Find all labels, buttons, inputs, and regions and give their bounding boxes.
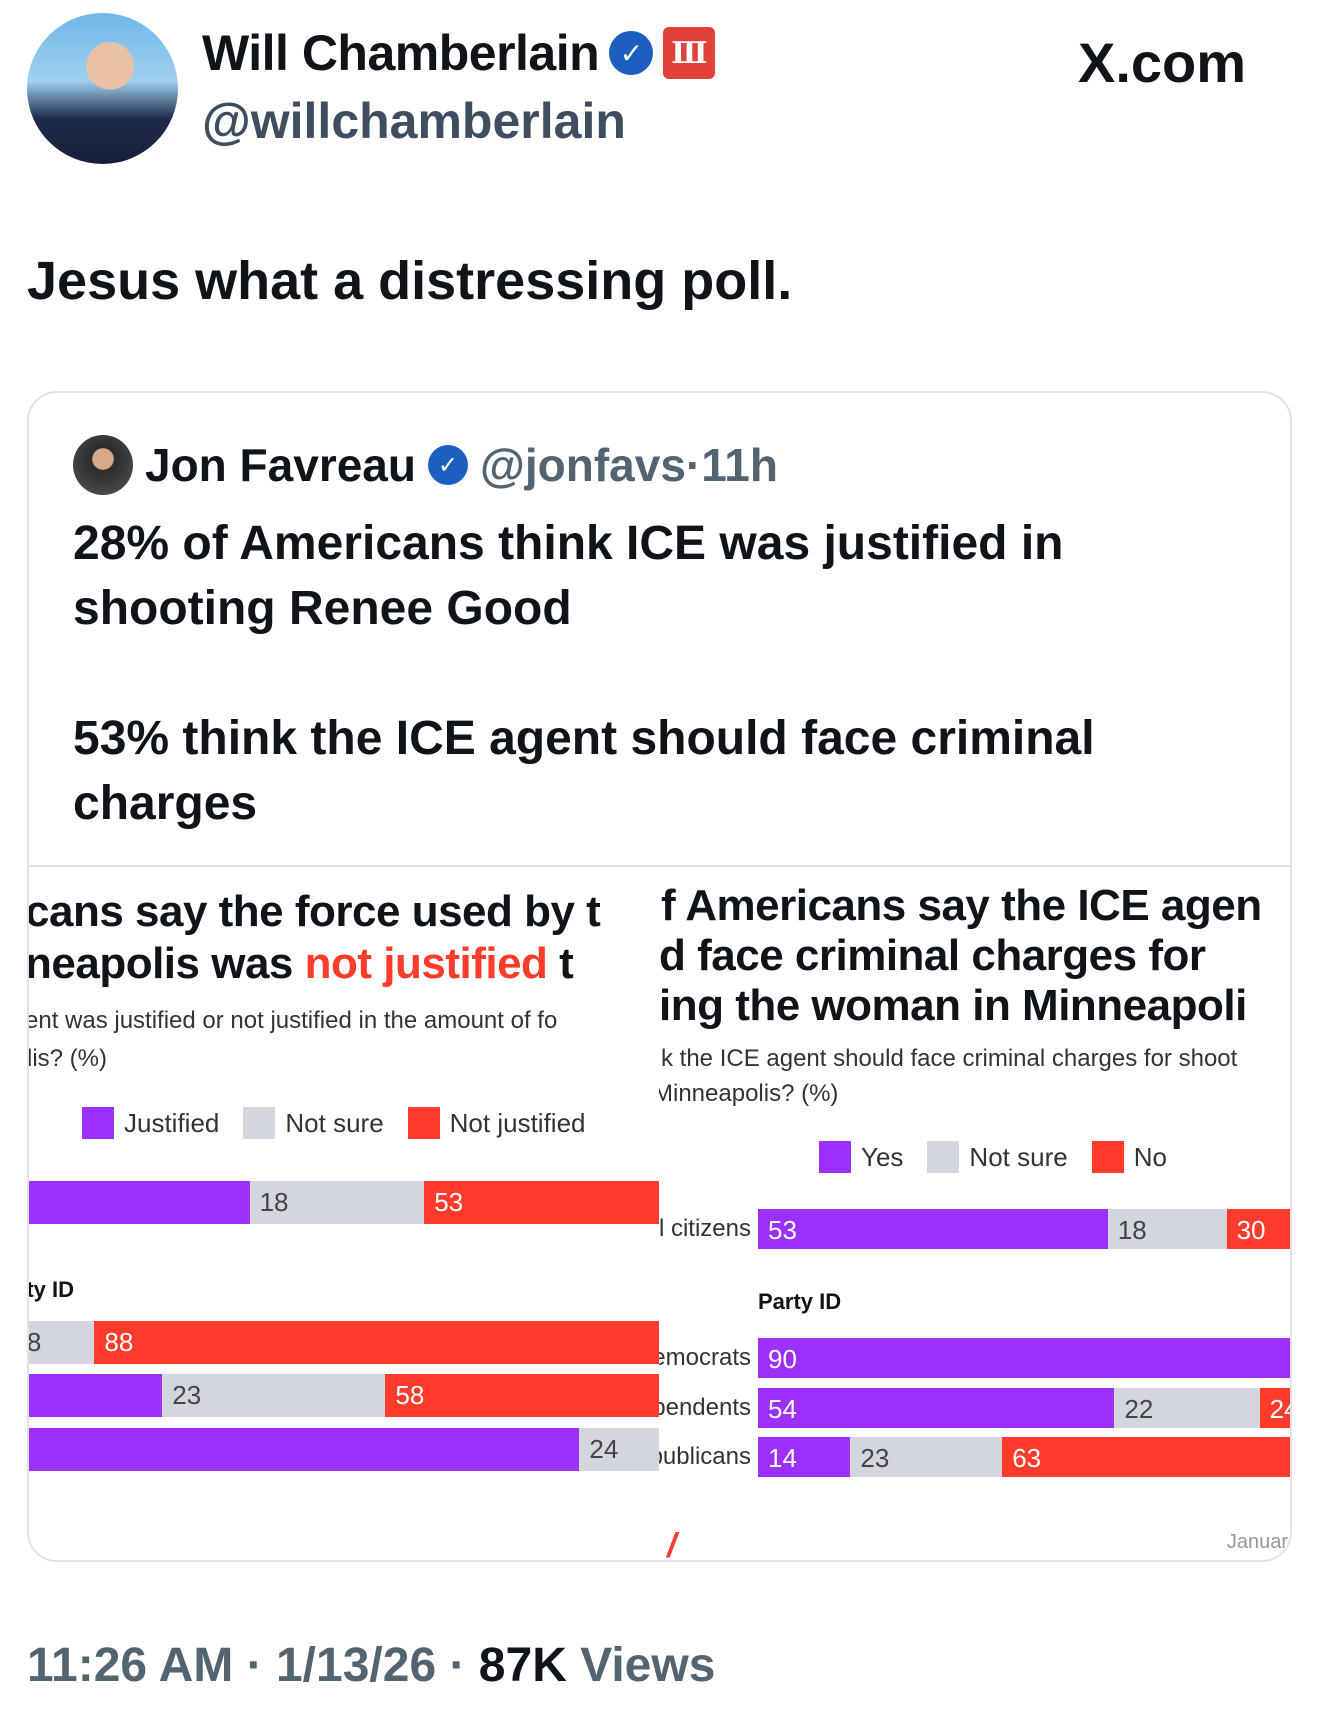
chart-criminal-charges: f Americans say the ICE agen d face crim… xyxy=(659,867,1290,1562)
bar-segment-yes: 53 xyxy=(758,1209,1108,1249)
bar-segment-not-justified: 53 xyxy=(424,1181,659,1224)
legend-label: Not justified xyxy=(449,1107,586,1138)
bar-value-label: 22 xyxy=(1124,1394,1154,1424)
author-avatar[interactable] xyxy=(27,13,178,164)
chart-subtitle: ent was justified or not justified in th… xyxy=(29,1007,558,1034)
chart-subtitle: k the ICE agent should face criminal cha… xyxy=(661,1045,1238,1072)
quoted-tweet-text: 28% of Americans think ICE was justified… xyxy=(73,511,1253,836)
tweet-meta: 11:26 AM · 1/13/26 · 87K Views xyxy=(27,1639,716,1692)
bar-segment-not-justified: 58 xyxy=(385,1374,659,1417)
bar-segment-not-justified: 88 xyxy=(94,1321,659,1364)
bar-value-label: 54 xyxy=(768,1394,797,1424)
chart-title: ing the woman in Minneapoli xyxy=(659,981,1247,1030)
tweet-text: Jesus what a distressing poll. xyxy=(27,251,793,311)
legend: Justified Not sure Not justified xyxy=(82,1107,586,1139)
quoted-author-avatar[interactable] xyxy=(73,435,133,495)
bar-segment-justified: 28 xyxy=(29,1181,250,1224)
bar-segment-yes: 14 xyxy=(758,1437,851,1477)
bar-value-label: 63 xyxy=(1012,1443,1042,1473)
bar-value-label: 90 xyxy=(768,1344,797,1374)
bar-segment-not-sure: 24 xyxy=(579,1428,659,1471)
bar-value-label: 58 xyxy=(395,1380,425,1410)
bar-value-label: 23 xyxy=(860,1443,890,1473)
author-handle[interactable]: @willchamberlain xyxy=(202,93,626,149)
bar-value-label: 18 xyxy=(259,1187,289,1217)
chart-date: Januar xyxy=(1226,1531,1288,1553)
bar-segment-justified: 62 xyxy=(29,1428,580,1471)
bar-segment-justified: 19 xyxy=(29,1374,163,1417)
chart-subtitle: lis? (%) xyxy=(29,1045,108,1072)
legend-swatch xyxy=(407,1107,440,1139)
bar-value-label: 8 xyxy=(29,1327,41,1358)
legend-label: Not sure xyxy=(285,1107,384,1138)
legend-swatch xyxy=(1091,1141,1124,1173)
bar-value-label: 30 xyxy=(1236,1215,1266,1245)
bar-value-label: 14 xyxy=(768,1443,797,1473)
quoted-author-name[interactable]: Jon Favreau xyxy=(145,439,416,491)
quoted-line: 53% think the ICE agent should face crim… xyxy=(73,712,1095,830)
legend-label: Justified xyxy=(124,1107,220,1138)
views-count: 87K xyxy=(478,1639,567,1692)
bar-segment-not-sure: 22 xyxy=(1114,1388,1260,1428)
chart-title: neapolis was not justified t xyxy=(29,939,574,988)
party-id-label: Party ID xyxy=(758,1289,842,1314)
row-label: Democrats xyxy=(659,1344,751,1371)
quoted-tweet-header: Jon Favreau ✓ @jonfavs·11h xyxy=(73,435,778,495)
bar-value-label: 23 xyxy=(172,1380,202,1410)
legend-swatch xyxy=(82,1107,114,1139)
quoted-line: 28% of Americans think ICE was justified… xyxy=(73,517,1064,635)
bar-segment-not-sure: 23 xyxy=(850,1437,1003,1477)
bar-segment-not-sure: 23 xyxy=(162,1374,386,1417)
poll-chart-images[interactable]: cans say the force used by t neapolis wa… xyxy=(29,865,1290,1562)
bar-segment-not-sure: 18 xyxy=(249,1181,425,1224)
quoted-author-handle[interactable]: @jonfavs·11h xyxy=(480,439,778,491)
views-label: Views xyxy=(566,1639,716,1692)
bar-segment-yes: 90 xyxy=(758,1338,1290,1378)
legend-swatch xyxy=(927,1141,960,1173)
bar-segment-no: 24 xyxy=(1259,1388,1290,1428)
chart-force-justified: cans say the force used by t neapolis wa… xyxy=(29,867,659,1560)
quoted-tweet-time: 11h xyxy=(701,439,778,491)
bar-segment-yes: 54 xyxy=(758,1388,1115,1428)
verified-badge-icon: ✓ xyxy=(428,445,468,485)
row-label: All citizens xyxy=(659,1215,751,1242)
bar-value-label: 24 xyxy=(1269,1394,1290,1424)
verified-badge-icon: ✓ xyxy=(609,31,654,75)
bar-value-label: 18 xyxy=(1117,1215,1147,1245)
bar-value-label: 53 xyxy=(434,1187,464,1217)
legend-swatch xyxy=(243,1107,276,1139)
chart-title: cans say the force used by t xyxy=(29,887,601,936)
bar-segment-not-sure: 18 xyxy=(1107,1209,1227,1249)
chart-subtitle: Minneapolis? (%) xyxy=(659,1080,839,1107)
chart-title: d face criminal charges for xyxy=(659,931,1206,980)
tweet-time[interactable]: 11:26 AM xyxy=(27,1639,234,1692)
legend-swatch xyxy=(819,1141,851,1173)
legend-label: Not sure xyxy=(969,1141,1068,1172)
quoted-tweet-card[interactable]: Jon Favreau ✓ @jonfavs·11h 28% of Americ… xyxy=(27,391,1292,1562)
bar-value-label: 53 xyxy=(768,1215,797,1245)
author-name-row: Will Chamberlain ✓ Ⅲ xyxy=(202,24,716,82)
bar-segment-no: 30 xyxy=(1226,1209,1290,1249)
legend-label: No xyxy=(1133,1141,1167,1172)
party-id-label: Party ID xyxy=(29,1277,74,1302)
bar-value-label: 88 xyxy=(104,1327,134,1357)
chart-title: f Americans say the ICE agen xyxy=(661,881,1262,930)
government-building-badge-icon: Ⅲ xyxy=(663,27,716,79)
author-name[interactable]: Will Chamberlain xyxy=(202,25,600,81)
legend: Yes Not sure No xyxy=(819,1141,1167,1173)
bar-segment-no: 63 xyxy=(1002,1437,1290,1477)
publisher-logo-icon: / xyxy=(667,1527,677,1562)
row-label: Independents xyxy=(659,1394,751,1421)
tweet-date[interactable]: 1/13/26 xyxy=(275,1639,437,1692)
legend-label: Yes xyxy=(861,1141,904,1172)
x-logo: X.com xyxy=(1078,31,1247,94)
bar-value-label: 24 xyxy=(589,1434,619,1464)
bar-segment-not-sure: 8 xyxy=(29,1321,95,1364)
row-label: Republicans xyxy=(659,1443,751,1470)
